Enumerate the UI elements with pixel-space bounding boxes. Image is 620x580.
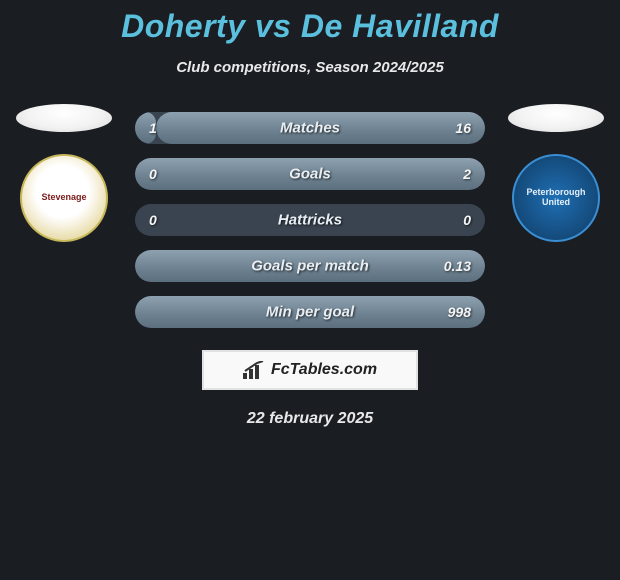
comparison-card: Doherty vs De Havilland Club competition… [0, 0, 620, 428]
stat-label: Goals per match [251, 258, 369, 275]
stat-bar: 1 Matches 16 [135, 112, 485, 144]
date-text: 22 february 2025 [0, 410, 620, 428]
team-crest-right: Peterborough United [512, 154, 600, 242]
stat-label: Goals [289, 166, 331, 183]
stat-label: Min per goal [266, 304, 354, 321]
left-column: Stevenage [9, 104, 119, 242]
stat-value-left: 0 [149, 212, 157, 228]
subtitle: Club competitions, Season 2024/2025 [0, 59, 620, 76]
stat-bars: 1 Matches 16 0 Goals 2 0 Hattricks 0 Goals per ma… [135, 112, 485, 328]
stat-bar: Min per goal 998 [135, 296, 485, 328]
stat-bar: 0 Hattricks 0 [135, 204, 485, 236]
stat-value-right: 2 [463, 166, 471, 182]
page-title: Doherty vs De Havilland [0, 8, 620, 45]
stat-value-right: 998 [448, 304, 471, 320]
stat-bar: 0 Goals 2 [135, 158, 485, 190]
stat-value-left: 1 [149, 120, 157, 136]
stat-bar: Goals per match 0.13 [135, 250, 485, 282]
brand-text: FcTables.com [271, 361, 377, 379]
stat-value-right: 16 [455, 120, 471, 136]
right-column: Peterborough United [501, 104, 611, 242]
player-oval-right [508, 104, 604, 132]
chart-icon [243, 361, 265, 379]
team-crest-left: Stevenage [20, 154, 108, 242]
stat-label: Matches [280, 120, 340, 137]
comparison-body: Stevenage 1 Matches 16 0 Goals 2 0 Hattricks 0 Go… [0, 104, 620, 328]
stat-value-left: 0 [149, 166, 157, 182]
stat-value-right: 0 [463, 212, 471, 228]
crest-label-left: Stevenage [41, 193, 86, 203]
stat-label: Hattricks [278, 212, 342, 229]
brand-box[interactable]: FcTables.com [202, 350, 418, 390]
stat-value-right: 0.13 [444, 258, 471, 274]
crest-label-right: Peterborough United [518, 188, 594, 208]
player-oval-left [16, 104, 112, 132]
